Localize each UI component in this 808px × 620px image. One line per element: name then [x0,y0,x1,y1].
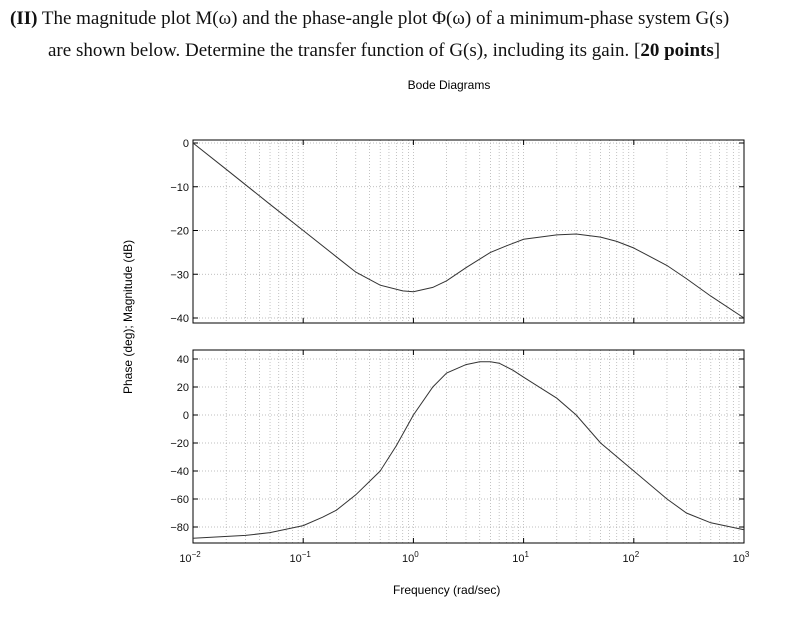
question-line-2: are shown below. Determine the transfer … [48,40,720,62]
x-axis-label: Frequency (rad/sec) [393,583,501,597]
phase-axes: 40 20 0 −20 −40 −60 −80 [170,349,745,544]
y-tick-label: 0 [183,138,189,150]
y-tick-label: −80 [170,522,189,534]
axes-frame [192,349,745,544]
y-tick-label: −40 [170,466,189,478]
question-text-1: The magnitude plot M(ω) and the phase-an… [37,8,730,29]
y-tick-label: −10 [170,182,189,194]
y-tick-label: −20 [170,438,189,450]
points-label: 20 points [640,40,714,61]
chart-title: Bode Diagrams [407,78,491,92]
axes-frame [192,139,745,324]
question-line-1: (II) The magnitude plot M(ω) and the pha… [10,8,729,30]
x-tick-label: 102 [622,550,639,565]
y-tick-label: 0 [183,410,189,422]
phase-curve [192,361,745,539]
question-text-2: are shown below. Determine the transfer … [48,40,641,61]
magnitude-curve [192,142,745,319]
x-tick-label: 10−1 [290,550,312,565]
x-tick-label: 103 [733,550,750,565]
x-tick-label: 101 [512,550,529,565]
y-tick-label: −30 [170,269,189,281]
y-tick-label: −20 [170,226,189,238]
bracket-close: ] [713,40,721,61]
x-tick-label: 100 [402,550,419,565]
magnitude-axes: 0 −10 −20 −30 −40 [170,138,745,325]
y-tick-label: −40 [170,313,189,325]
question-number: (II) [10,8,38,29]
y-tick-label: −60 [170,494,189,506]
x-tick-label: 10−2 [179,550,201,565]
y-tick-label: 20 [177,382,189,394]
y-tick-label: 40 [177,354,189,366]
